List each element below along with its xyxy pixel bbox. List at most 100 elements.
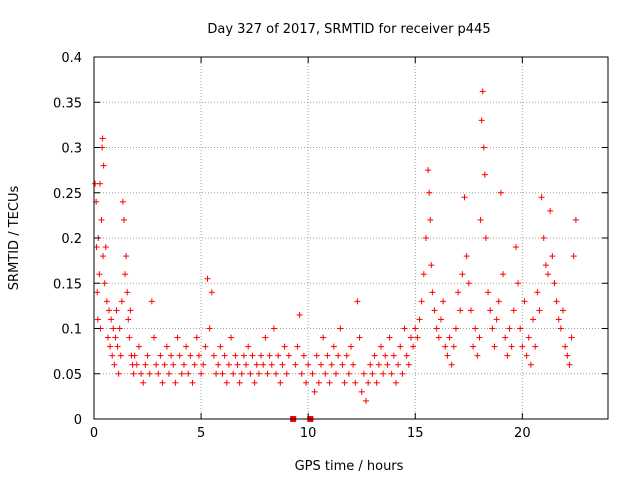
- data-point: [480, 144, 487, 151]
- data-point: [191, 361, 198, 368]
- data-point: [360, 370, 367, 377]
- data-point: [221, 352, 228, 359]
- data-point: [165, 370, 172, 377]
- x-axis: 0 5 10 15 20: [90, 57, 531, 441]
- data-point: [491, 343, 498, 350]
- data-point: [109, 352, 116, 359]
- data-point: [206, 325, 213, 332]
- data-point: [426, 189, 433, 196]
- data-point: [120, 216, 127, 223]
- data-point: [390, 352, 397, 359]
- data-point: [474, 352, 481, 359]
- data-point: [285, 352, 292, 359]
- data-point: [125, 316, 132, 323]
- data-point: [525, 334, 532, 341]
- data-point: [369, 370, 376, 377]
- data-point: [431, 307, 438, 314]
- data-point: [96, 271, 103, 278]
- y-tick-label: 0: [74, 413, 82, 428]
- data-point: [570, 253, 577, 260]
- data-point: [138, 370, 145, 377]
- data-point: [568, 334, 575, 341]
- data-point: [262, 334, 269, 341]
- data-point: [148, 298, 155, 305]
- data-point: [412, 325, 419, 332]
- data-point: [240, 352, 247, 359]
- data-point: [530, 316, 537, 323]
- data-point: [545, 271, 552, 278]
- data-point: [155, 370, 162, 377]
- data-point: [477, 216, 484, 223]
- data-point: [510, 307, 517, 314]
- data-point: [362, 397, 369, 404]
- grid: [94, 57, 608, 419]
- data-point: [515, 280, 522, 287]
- data-point: [403, 352, 410, 359]
- data-point: [253, 361, 260, 368]
- data-point: [572, 216, 579, 223]
- data-point: [251, 379, 258, 386]
- data-point: [450, 343, 457, 350]
- x-tick-label: 10: [300, 426, 317, 441]
- data-point: [345, 370, 352, 377]
- data-point: [502, 334, 509, 341]
- data-point: [476, 334, 483, 341]
- data-point: [238, 370, 245, 377]
- data-point: [422, 235, 429, 241]
- data-point: [163, 343, 170, 350]
- data-point: [335, 352, 342, 359]
- data-point: [142, 361, 149, 368]
- data-point: [429, 289, 436, 296]
- data-point: [350, 361, 357, 368]
- data-point: [478, 117, 485, 124]
- data-point: [118, 298, 125, 305]
- data-point: [130, 370, 137, 377]
- data-point: [96, 180, 103, 187]
- data-point: [395, 361, 402, 368]
- data-point: [380, 370, 387, 377]
- data-point: [98, 216, 105, 223]
- data-point: [442, 343, 449, 350]
- data-point: [249, 352, 256, 359]
- y-axis-label: SRMTID / TECUs: [7, 186, 22, 291]
- data-point: [102, 244, 109, 251]
- y-tick-label: 0.35: [53, 96, 82, 111]
- x-tick-label: 15: [407, 426, 424, 441]
- data-point: [153, 361, 160, 368]
- data-point: [547, 207, 554, 214]
- data-point: [401, 325, 408, 332]
- data-point: [230, 370, 237, 377]
- data-point: [113, 307, 120, 314]
- y-tick-label: 0.3: [61, 142, 82, 157]
- data-point: [260, 361, 267, 368]
- data-point: [324, 352, 331, 359]
- data-point: [94, 289, 101, 296]
- data-point: [414, 334, 421, 341]
- data-point: [482, 235, 489, 241]
- data-point: [433, 325, 440, 332]
- data-point: [273, 370, 280, 377]
- data-point: [367, 361, 374, 368]
- data-point: [223, 379, 230, 386]
- data-point: [382, 352, 389, 359]
- data-point: [549, 253, 556, 260]
- data-point: [371, 352, 378, 359]
- data-point: [268, 361, 275, 368]
- x-tick-label: 0: [90, 426, 98, 441]
- data-point: [534, 289, 541, 296]
- data-point: [236, 379, 243, 386]
- data-point: [493, 316, 500, 323]
- data-point: [135, 343, 142, 350]
- data-point: [420, 271, 427, 278]
- data-point: [234, 361, 241, 368]
- data-point: [202, 343, 209, 350]
- data-point: [337, 325, 344, 332]
- data-point: [326, 379, 333, 386]
- data-point: [322, 370, 329, 377]
- data-point: [119, 198, 126, 205]
- data-point: [281, 343, 288, 350]
- data-point: [315, 379, 322, 386]
- data-point: [427, 216, 434, 223]
- data-point: [270, 325, 277, 332]
